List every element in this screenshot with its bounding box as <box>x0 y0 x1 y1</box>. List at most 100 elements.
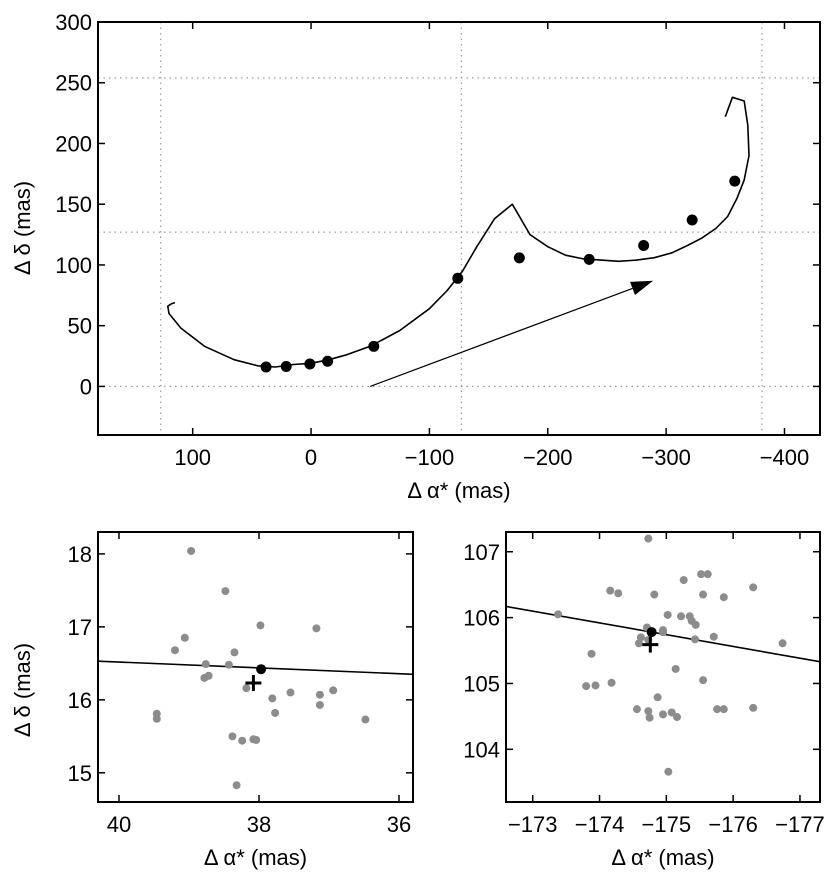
sample-point <box>749 703 758 712</box>
sample-point <box>152 714 161 723</box>
sample-point <box>607 678 616 687</box>
sample-point <box>187 546 196 555</box>
zoom-left-x-axis-label: Δ α* (mas) <box>204 845 307 870</box>
sample-point <box>271 708 280 717</box>
sample-point <box>238 736 247 745</box>
sample-point <box>667 708 676 717</box>
x-tick-label: 36 <box>387 812 411 837</box>
sample-point <box>228 732 237 741</box>
sample-point <box>230 648 239 657</box>
sample-point <box>719 593 728 602</box>
y-tick-label: 105 <box>463 671 500 696</box>
sample-point <box>653 693 662 702</box>
sample-point <box>644 707 653 716</box>
sample-point <box>591 681 600 690</box>
sample-point <box>242 684 251 693</box>
sample-point <box>634 639 643 648</box>
proper-motion-arrow-head <box>630 280 654 295</box>
sample-point <box>232 781 241 790</box>
y-tick-label: 150 <box>55 192 92 217</box>
sample-point <box>286 688 295 697</box>
sample-point <box>256 621 265 630</box>
sample-point <box>650 590 659 599</box>
epoch-point <box>686 214 698 226</box>
sample-point <box>664 767 673 776</box>
sample-point <box>171 646 179 655</box>
y-tick-label: 18 <box>68 542 92 567</box>
sample-point <box>697 570 706 579</box>
sample-point <box>663 610 672 619</box>
sample-point <box>677 612 686 621</box>
y-tick-label: 107 <box>463 540 500 565</box>
sample-point <box>249 735 258 744</box>
proper-motion-arrow-shaft <box>370 287 633 387</box>
zoom-left-y-axis-label: Δ δ (mas) <box>10 643 35 737</box>
sample-point <box>221 587 230 596</box>
main-x-axis-label: Δ α* (mas) <box>407 478 510 503</box>
zoom-right-x-axis-label: Δ α* (mas) <box>611 845 714 870</box>
main-trajectory-panel: 100 0 −100 −200 −300 −400 0 50 100 150 200 250 300 Δ… <box>10 10 821 503</box>
zoom-panel-right: −173 −174 −175 −176 −177 104 105 106 107 Δ α* (m… <box>463 531 825 870</box>
sample-point <box>201 660 210 669</box>
x-tick-label: −400 <box>760 445 810 470</box>
x-tick-label: 40 <box>107 812 131 837</box>
trajectory-line <box>167 96 750 368</box>
best-fit-point <box>256 664 267 675</box>
y-tick-label: 100 <box>55 253 92 278</box>
sample-point <box>224 660 233 669</box>
epoch-point <box>260 361 272 373</box>
y-tick-label: 17 <box>68 615 92 640</box>
sample-point <box>312 624 321 633</box>
sample-point <box>614 589 623 598</box>
sample-point <box>703 570 712 579</box>
sample-point <box>200 673 209 682</box>
epoch-point <box>304 358 316 370</box>
x-tick-label: −177 <box>775 812 825 837</box>
sample-point <box>671 664 680 673</box>
sample-point <box>713 705 722 714</box>
epoch-point <box>322 355 334 367</box>
sample-point <box>268 694 277 703</box>
zoom-right-plot-frame <box>505 531 821 803</box>
zoom-panel-left: 40 38 36 15 16 17 18 Δ α* (mas) Δ δ (mas) <box>10 531 414 870</box>
sample-point <box>587 649 596 658</box>
y-tick-label: 300 <box>55 10 92 35</box>
epoch-point <box>280 360 292 372</box>
x-tick-label: −174 <box>575 812 625 837</box>
epoch-point <box>513 252 525 264</box>
zoom-left-plot-frame <box>97 531 414 803</box>
sample-point <box>709 632 718 641</box>
sample-point <box>673 713 682 722</box>
main-y-axis-label: Δ δ (mas) <box>10 181 35 275</box>
x-tick-label: 100 <box>174 445 211 470</box>
sample-point <box>749 583 758 592</box>
y-tick-label: 16 <box>68 688 92 713</box>
y-tick-label: 0 <box>80 374 92 399</box>
main-plot-frame <box>97 21 821 436</box>
x-tick-label: 0 <box>305 445 317 470</box>
x-tick-label: −176 <box>708 812 758 837</box>
y-tick-label: 250 <box>55 71 92 96</box>
epoch-point <box>583 253 595 265</box>
sample-point <box>691 620 700 629</box>
x-tick-label: −173 <box>508 812 558 837</box>
sample-point <box>606 586 615 595</box>
sample-point <box>329 686 338 695</box>
sample-point <box>180 633 189 642</box>
sample-point <box>315 700 324 709</box>
x-tick-label: −300 <box>641 445 691 470</box>
epoch-point <box>638 240 650 252</box>
sample-point <box>582 682 591 691</box>
x-tick-label: −175 <box>642 812 692 837</box>
y-tick-label: 15 <box>68 761 92 786</box>
sample-point <box>679 576 688 585</box>
sample-point <box>632 705 641 714</box>
sample-point <box>778 639 787 648</box>
sample-point <box>691 635 700 644</box>
x-tick-label: −200 <box>523 445 573 470</box>
sample-point <box>554 610 563 619</box>
x-tick-label: 38 <box>247 812 271 837</box>
y-tick-label: 50 <box>68 314 92 339</box>
y-tick-label: 104 <box>463 737 500 762</box>
sample-point <box>699 590 708 599</box>
